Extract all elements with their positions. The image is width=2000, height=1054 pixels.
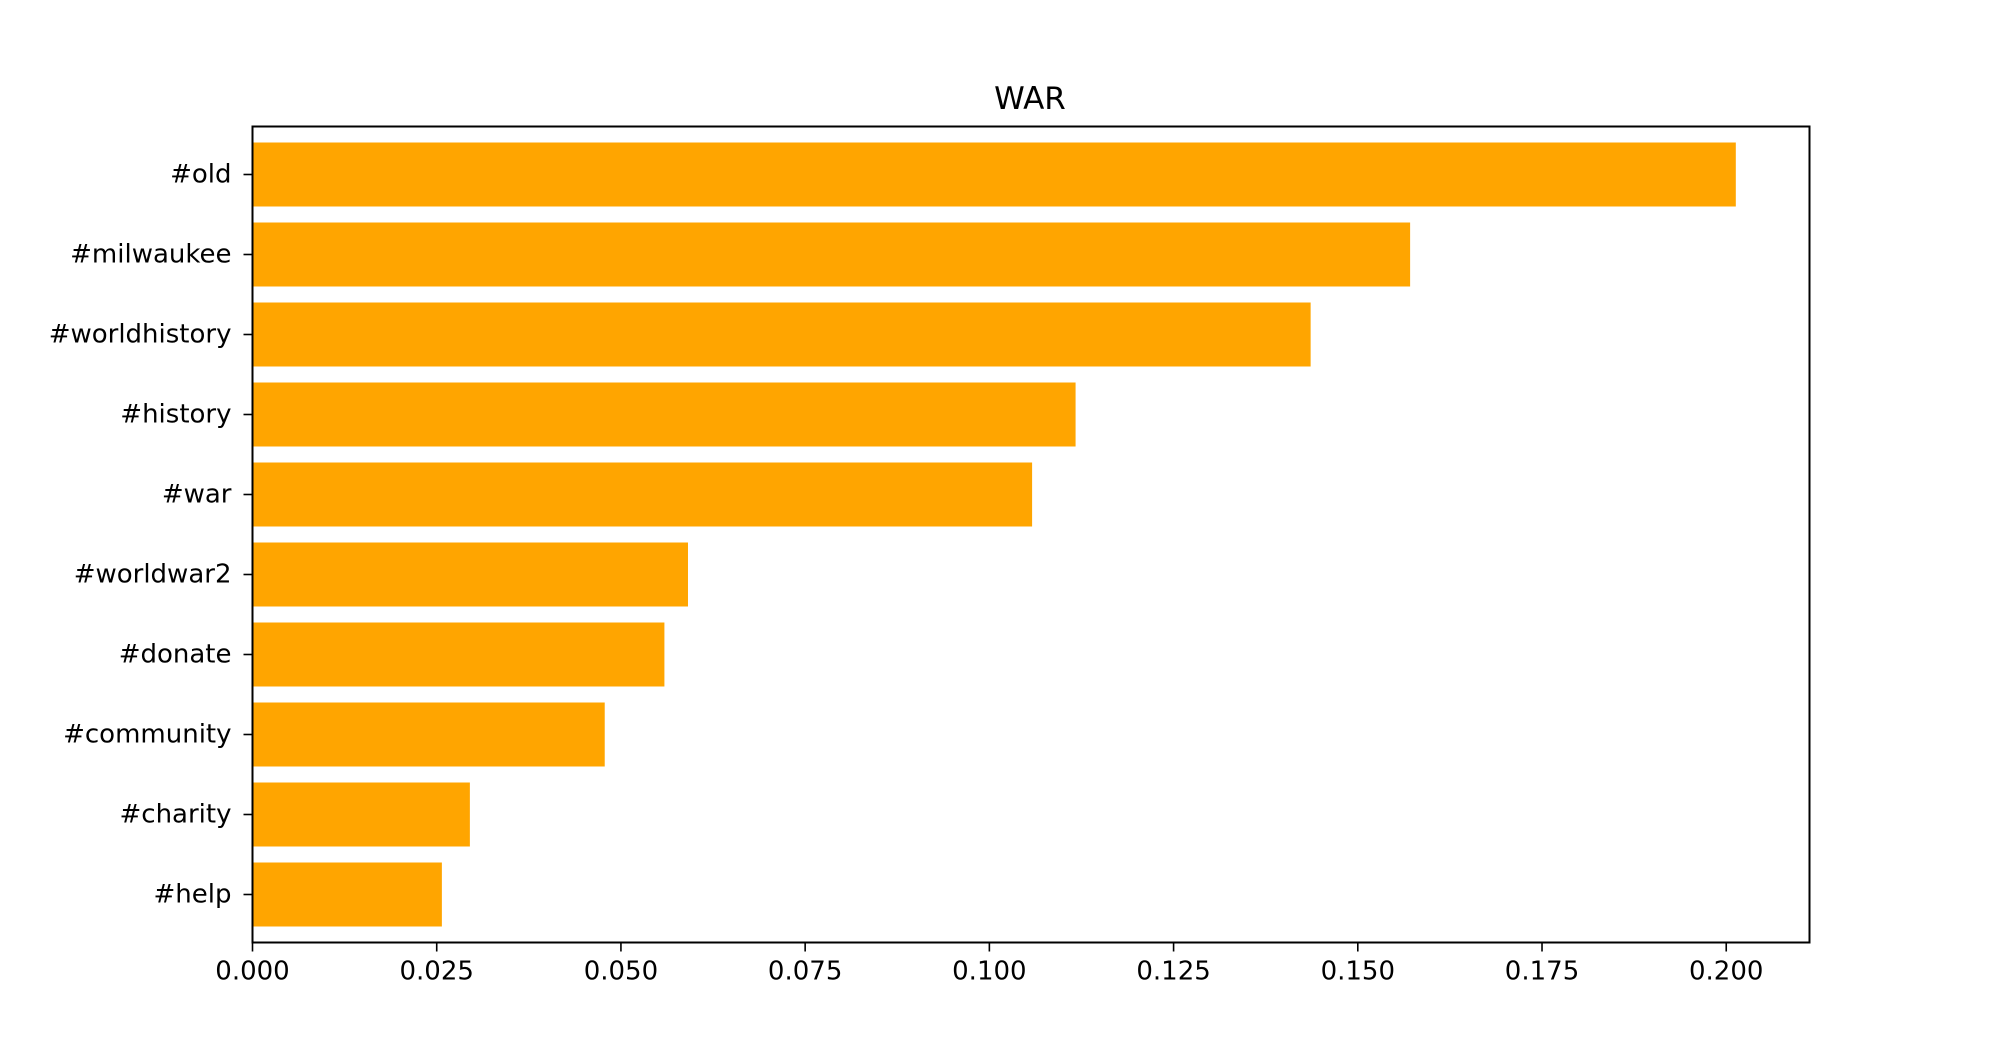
- y-tick-label: #community: [63, 720, 231, 750]
- x-tick-label: 0.125: [1136, 957, 1210, 987]
- x-tick-label: 0.025: [399, 957, 473, 987]
- y-tick-label: #war: [162, 480, 232, 510]
- x-tick-label: 0.100: [952, 957, 1026, 987]
- bar-worldhistory: [252, 302, 1311, 367]
- y-axis-ticks: #old #milwaukee #worldhistory #history #war #…: [49, 160, 253, 910]
- x-tick-label: 0.050: [584, 957, 658, 987]
- y-tick-label: #history: [120, 400, 231, 430]
- y-tick-label: #help: [154, 880, 232, 910]
- bar-old: [252, 142, 1736, 207]
- x-tick-label: 0.150: [1321, 957, 1395, 987]
- y-tick-label: #donate: [119, 640, 232, 670]
- chart-title: WAR: [994, 81, 1066, 117]
- bar-worldwar2: [252, 542, 688, 607]
- bar-donate: [252, 622, 665, 687]
- y-tick-label: #milwaukee: [70, 240, 231, 270]
- x-tick-label: 0.000: [215, 957, 289, 987]
- y-tick-label: #old: [170, 160, 231, 190]
- x-tick-label: 0.200: [1689, 957, 1763, 987]
- y-tick-label: #worldwar2: [74, 560, 232, 590]
- bar-war: [252, 462, 1033, 527]
- bars-layer: [252, 142, 1736, 927]
- x-tick-label: 0.175: [1505, 957, 1579, 987]
- bar-milwaukee: [252, 222, 1411, 287]
- bar-history: [252, 382, 1076, 447]
- x-tick-label: 0.075: [768, 957, 842, 987]
- y-tick-label: #charity: [120, 800, 232, 830]
- x-axis-ticks: 0.000 0.025 0.050 0.075 0.100 0.125 0.150 0.175…: [215, 942, 1763, 987]
- bar-community: [252, 702, 605, 767]
- y-tick-label: #worldhistory: [49, 320, 232, 350]
- bar-help: [252, 862, 442, 927]
- bar-charity: [252, 782, 470, 847]
- plot-frame: [251, 125, 1811, 944]
